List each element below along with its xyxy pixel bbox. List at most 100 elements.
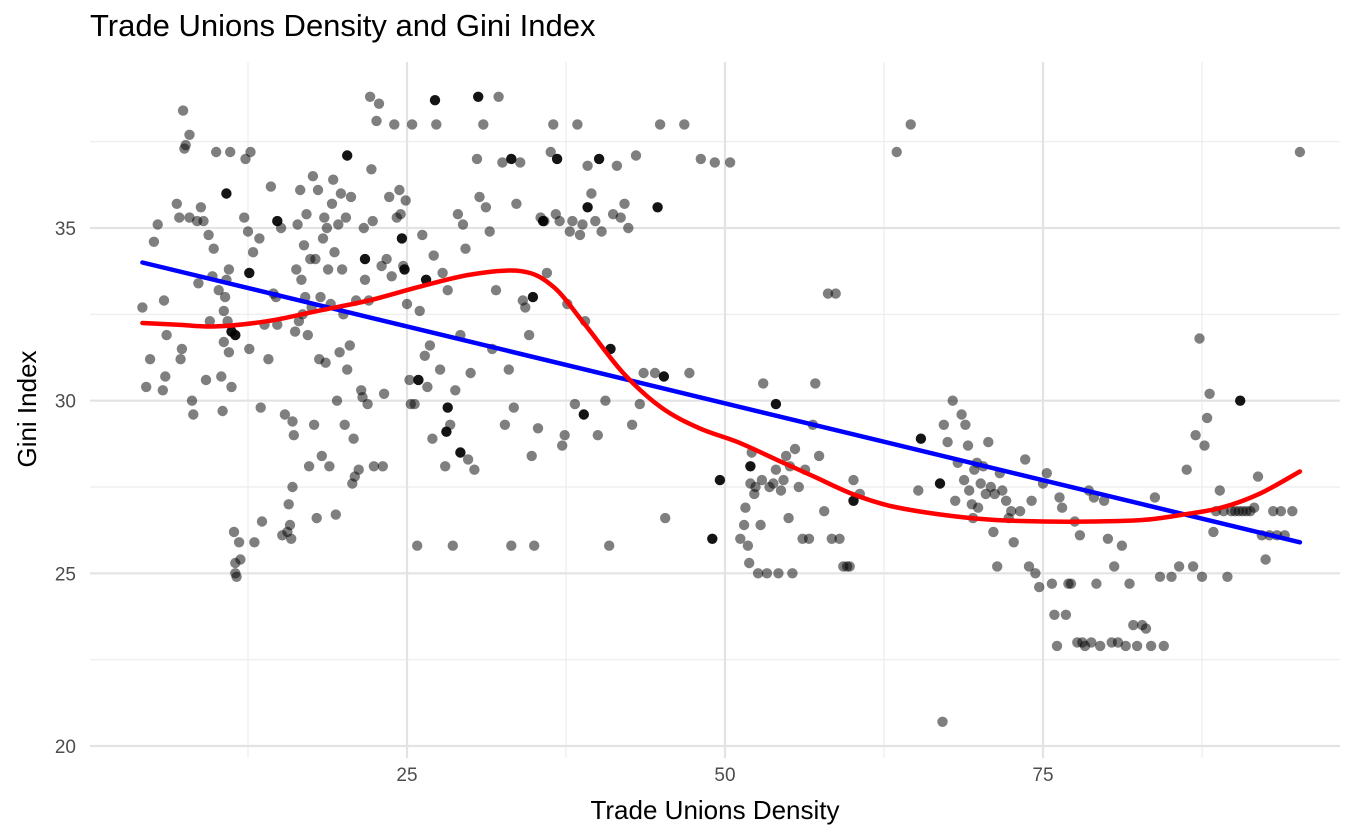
data-point (200, 374, 212, 386)
data-point (770, 464, 782, 475)
data-points (137, 91, 1306, 727)
data-point (353, 464, 364, 475)
y-tick-label: 35 (55, 219, 76, 240)
data-point (947, 395, 958, 406)
data-point (412, 540, 423, 551)
data-point (1023, 561, 1035, 572)
data-point (427, 433, 438, 444)
data-point (242, 226, 254, 237)
data-point (582, 160, 593, 171)
data-point (1060, 609, 1072, 620)
data-point (1294, 146, 1306, 158)
data-point (1046, 578, 1058, 589)
data-point (218, 305, 229, 317)
data-point (745, 461, 756, 472)
data-point (431, 119, 442, 130)
data-point (679, 119, 690, 130)
data-point (359, 274, 371, 285)
data-point (320, 357, 331, 368)
data-point (348, 433, 359, 444)
data-point (848, 474, 859, 486)
data-point (263, 354, 274, 365)
data-point (367, 215, 378, 227)
data-point (335, 188, 347, 199)
data-point (942, 436, 953, 448)
data-point (569, 398, 581, 410)
data-point (239, 212, 250, 223)
data-point (249, 537, 260, 548)
data-point (287, 481, 298, 493)
data-point (174, 212, 185, 223)
data-point (1008, 537, 1019, 548)
data-point (714, 474, 726, 486)
data-point (298, 240, 310, 251)
data-point (738, 519, 750, 531)
data-point (750, 481, 761, 493)
data-point (660, 512, 671, 524)
data-point (152, 219, 163, 230)
data-point (1204, 388, 1215, 399)
data-point (582, 202, 593, 213)
data-point (527, 291, 539, 303)
data-point (508, 402, 519, 413)
data-point (441, 426, 452, 437)
data-point (611, 160, 623, 171)
data-point (401, 298, 413, 310)
data-point (630, 150, 642, 161)
data-point (992, 561, 1003, 572)
data-point (414, 305, 425, 317)
data-point (783, 512, 794, 524)
data-point (400, 195, 411, 206)
data-point (324, 461, 335, 472)
data-point (997, 485, 1008, 496)
data-point (740, 502, 751, 513)
data-point (1158, 640, 1170, 652)
data-point (564, 226, 575, 237)
data-point (422, 381, 433, 393)
data-point (256, 516, 268, 527)
data-point (778, 474, 789, 486)
data-point (1056, 502, 1068, 513)
data-point (378, 388, 390, 399)
data-point (964, 485, 975, 496)
data-point (574, 229, 586, 241)
data-point (342, 150, 353, 161)
data-point (695, 153, 706, 165)
data-point (157, 385, 168, 396)
data-point (291, 264, 302, 275)
data-point (523, 329, 535, 341)
data-point (362, 398, 373, 410)
data-point (371, 115, 382, 127)
data-point (768, 478, 779, 489)
data-point (652, 202, 663, 213)
data-point (1187, 561, 1199, 572)
data-point (1128, 619, 1139, 631)
data-point (188, 409, 199, 420)
data-point (577, 219, 588, 230)
data-point (244, 267, 255, 279)
data-point (437, 267, 448, 279)
data-point (455, 447, 466, 458)
data-point (913, 485, 924, 496)
data-point (1006, 506, 1017, 517)
data-point (440, 461, 451, 472)
data-point (474, 191, 485, 203)
data-point (1095, 640, 1106, 652)
data-point (460, 243, 471, 254)
data-point (758, 378, 769, 389)
data-point (557, 440, 568, 451)
x-tick-labels: 25 50 75 (396, 765, 1053, 786)
data-point (541, 267, 553, 279)
data-point (289, 326, 301, 337)
data-point (1140, 623, 1152, 634)
data-point (813, 450, 825, 462)
data-point (198, 215, 209, 227)
data-point (593, 153, 605, 165)
data-point (934, 478, 946, 489)
data-point (1235, 395, 1246, 406)
data-point (834, 533, 845, 544)
data-point (1268, 506, 1279, 517)
data-point (1196, 571, 1208, 582)
data-point (1275, 506, 1287, 517)
y-tick-label: 20 (55, 737, 76, 758)
